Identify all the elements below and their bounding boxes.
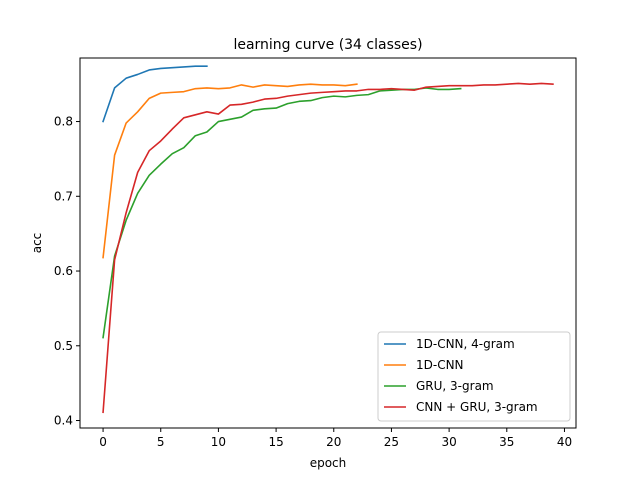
legend-label: CNN + GRU, 3-gram bbox=[416, 400, 538, 414]
y-tick-label: 0.6 bbox=[54, 264, 73, 278]
x-tick-label: 25 bbox=[384, 435, 399, 449]
x-tick-label: 0 bbox=[99, 435, 107, 449]
chart-title: learning curve (34 classes) bbox=[233, 37, 422, 53]
series-line-2 bbox=[102, 83, 358, 259]
plot-area bbox=[102, 65, 554, 414]
y-tick-label: 0.5 bbox=[54, 339, 73, 353]
legend-label: GRU, 3-gram bbox=[416, 379, 494, 393]
legend-box bbox=[377, 331, 571, 422]
y-axis: 0.4 0.5 0.6 0.7 0.8 bbox=[54, 115, 80, 428]
x-axis: 0 5 10 15 20 25 30 35 40 bbox=[99, 428, 572, 449]
y-tick-label: 0.4 bbox=[54, 414, 73, 428]
plot-frame bbox=[79, 57, 577, 429]
x-tick-label: 35 bbox=[499, 435, 514, 449]
legend-label: 1D-CNN bbox=[416, 358, 464, 372]
series-line-4 bbox=[102, 82, 554, 414]
series-line-1 bbox=[102, 65, 208, 123]
y-axis-label: acc bbox=[30, 233, 44, 254]
series-line-3 bbox=[102, 87, 462, 339]
x-axis-label: epoch bbox=[310, 456, 347, 470]
legend-label: 1D-CNN, 4-gram bbox=[416, 337, 515, 351]
x-tick-label: 10 bbox=[211, 435, 226, 449]
x-tick-label: 15 bbox=[268, 435, 283, 449]
x-tick-label: 40 bbox=[557, 435, 572, 449]
x-tick-label: 5 bbox=[157, 435, 165, 449]
y-tick-label: 0.7 bbox=[54, 189, 73, 203]
x-tick-label: 20 bbox=[326, 435, 341, 449]
legend: 1D-CNN, 4-gram 1D-CNN GRU, 3-gram CNN + GRU… bbox=[377, 331, 571, 422]
y-tick-label: 0.8 bbox=[54, 115, 73, 129]
x-tick-label: 30 bbox=[441, 435, 456, 449]
